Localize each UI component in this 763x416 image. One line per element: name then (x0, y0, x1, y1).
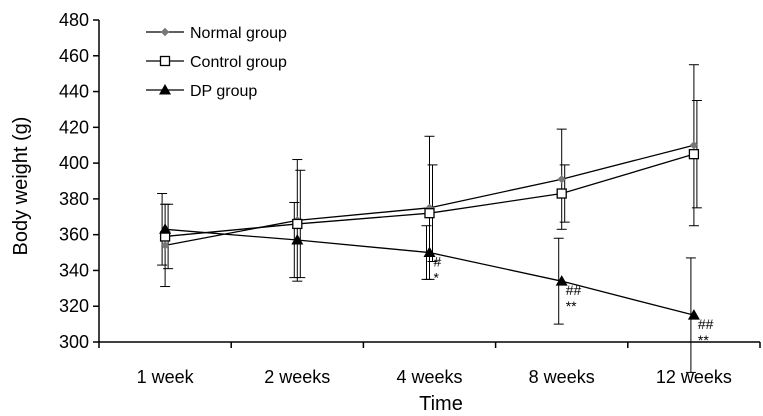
y-tick-label: 480 (59, 10, 89, 30)
x-tick-label: 4 weeks (396, 367, 462, 387)
y-tick-label: 460 (59, 46, 89, 66)
annotation-lower: * (434, 270, 440, 286)
legend-entry: Control group (146, 54, 287, 71)
significance-annotations: #*##**##** (434, 254, 714, 349)
data-point (423, 246, 436, 258)
data-point (159, 223, 172, 234)
data-point (292, 218, 303, 230)
y-tick-label: 300 (59, 332, 89, 352)
y-tick-label: 420 (59, 117, 89, 137)
legend: Normal group Control group DP group (146, 25, 287, 100)
y-tick-label: 380 (59, 189, 89, 209)
x-tick-label: 12 weeks (656, 367, 732, 387)
data-point (689, 141, 699, 150)
y-tick-label: 400 (59, 153, 89, 173)
legend-marker (159, 84, 171, 95)
data-point (424, 208, 435, 219)
plot-area (157, 64, 702, 373)
y-tick-label: 440 (59, 82, 89, 102)
x-tick-label: 8 weeks (529, 367, 595, 387)
y-tick-label: 320 (59, 296, 89, 316)
legend-marker (160, 27, 170, 37)
data-point (687, 309, 700, 320)
y-tick-label: 360 (59, 225, 89, 245)
data-point (160, 241, 170, 250)
legend-label: Control group (190, 54, 287, 71)
data-point (291, 234, 304, 245)
y-ticks: 300 320 340 360 380 400 420 440 460 480 (59, 10, 99, 352)
data-point (556, 188, 567, 199)
x-tick-label: 2 weeks (264, 367, 330, 387)
legend-marker (159, 55, 171, 67)
x-ticks: 1 week 2 weeks 4 weeks 8 weeks 12 weeks (98, 342, 761, 387)
legend-label: DP group (190, 83, 257, 100)
data-point (688, 149, 700, 160)
y-tick-label: 340 (59, 260, 89, 280)
legend-label: Normal group (190, 25, 287, 42)
y-axis-title: Body weight (g) (10, 117, 32, 256)
annotation-lower: ** (698, 332, 709, 348)
annotation-upper: # (434, 254, 442, 270)
annotation-lower: ** (566, 298, 577, 314)
y-axis: 300 320 340 360 380 400 420 440 460 480 (59, 10, 100, 352)
error-bars-3 (157, 193, 696, 373)
legend-entry: DP group (146, 83, 257, 100)
series-2 (159, 149, 700, 242)
annotation-upper: ## (566, 282, 582, 298)
legend-entry: Normal group (146, 25, 287, 42)
error-bars-2 (163, 100, 702, 279)
x-axis: 1 week 2 weeks 4 weeks 8 weeks 12 weeks (98, 341, 761, 387)
x-tick-label: 1 week (137, 367, 195, 387)
data-point (557, 175, 566, 184)
data-point (555, 275, 568, 286)
series-3 (159, 223, 700, 320)
x-axis-title: Time (419, 393, 463, 415)
annotation-upper: ## (698, 316, 714, 332)
